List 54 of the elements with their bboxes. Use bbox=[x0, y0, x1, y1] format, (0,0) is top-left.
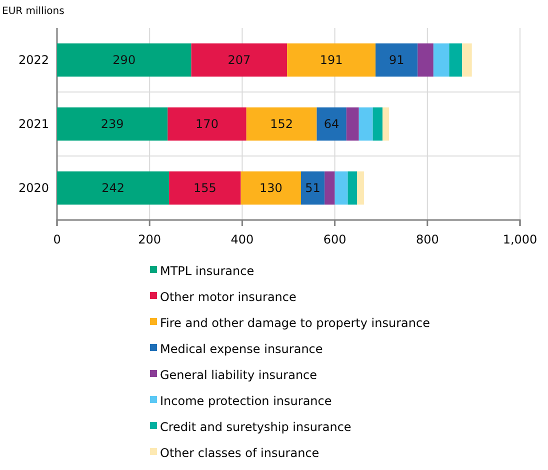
y-tick-label: 2020 bbox=[18, 180, 49, 195]
x-tick-label: 400 bbox=[230, 232, 254, 246]
legend-label: Credit and suretyship insurance bbox=[160, 420, 352, 434]
data-label: 170 bbox=[196, 117, 218, 132]
bar bbox=[334, 171, 348, 205]
legend-label: General liability insurance bbox=[160, 368, 318, 382]
data-label: 242 bbox=[102, 181, 124, 196]
legend-label: Other classes of insurance bbox=[160, 446, 320, 460]
data-label: 130 bbox=[259, 181, 282, 196]
bar bbox=[240, 171, 301, 205]
bar bbox=[348, 171, 358, 205]
bar bbox=[433, 43, 450, 77]
data-label: 51 bbox=[305, 181, 320, 196]
bar bbox=[324, 171, 335, 205]
bar bbox=[168, 107, 246, 141]
bar bbox=[191, 43, 288, 77]
data-label: 91 bbox=[388, 53, 404, 68]
bar bbox=[316, 107, 346, 141]
x-tick-label: 200 bbox=[138, 232, 162, 246]
x-tick-label: 1,000 bbox=[502, 232, 538, 246]
bar bbox=[57, 171, 170, 205]
bar bbox=[287, 43, 376, 77]
legend-label: MTPL insurance bbox=[160, 264, 254, 278]
y-tick-label: 2022 bbox=[18, 52, 49, 67]
bar bbox=[358, 107, 373, 141]
legend-label: Other motor insurance bbox=[160, 290, 296, 304]
bar bbox=[372, 107, 382, 141]
bar bbox=[449, 43, 462, 77]
legend-label: Medical expense insurance bbox=[160, 342, 323, 356]
data-label: 64 bbox=[324, 117, 340, 132]
bar bbox=[57, 107, 168, 141]
x-tick-label: 800 bbox=[416, 232, 439, 246]
data-label: 155 bbox=[193, 181, 216, 196]
legend-label: Fire and other damage to property insurance bbox=[160, 316, 430, 330]
bar bbox=[357, 171, 364, 205]
y-tick-label: 2021 bbox=[18, 116, 49, 131]
x-tick-label: 0 bbox=[53, 232, 61, 246]
bar bbox=[462, 43, 472, 77]
y-axis-title: EUR millions bbox=[2, 6, 64, 17]
data-label: 290 bbox=[112, 53, 136, 68]
bar bbox=[376, 43, 418, 77]
x-tick-label: 600 bbox=[323, 232, 346, 246]
data-label: 207 bbox=[228, 53, 251, 68]
legend-label: Income protection insurance bbox=[160, 394, 332, 408]
bar bbox=[301, 171, 325, 205]
bar bbox=[382, 107, 389, 141]
bar bbox=[346, 107, 359, 141]
bar bbox=[418, 43, 434, 77]
data-label: 152 bbox=[270, 117, 294, 132]
bar bbox=[246, 107, 317, 141]
bar bbox=[57, 43, 192, 77]
data-label: 191 bbox=[320, 53, 343, 68]
data-label: 239 bbox=[100, 117, 124, 132]
bar bbox=[169, 171, 241, 205]
